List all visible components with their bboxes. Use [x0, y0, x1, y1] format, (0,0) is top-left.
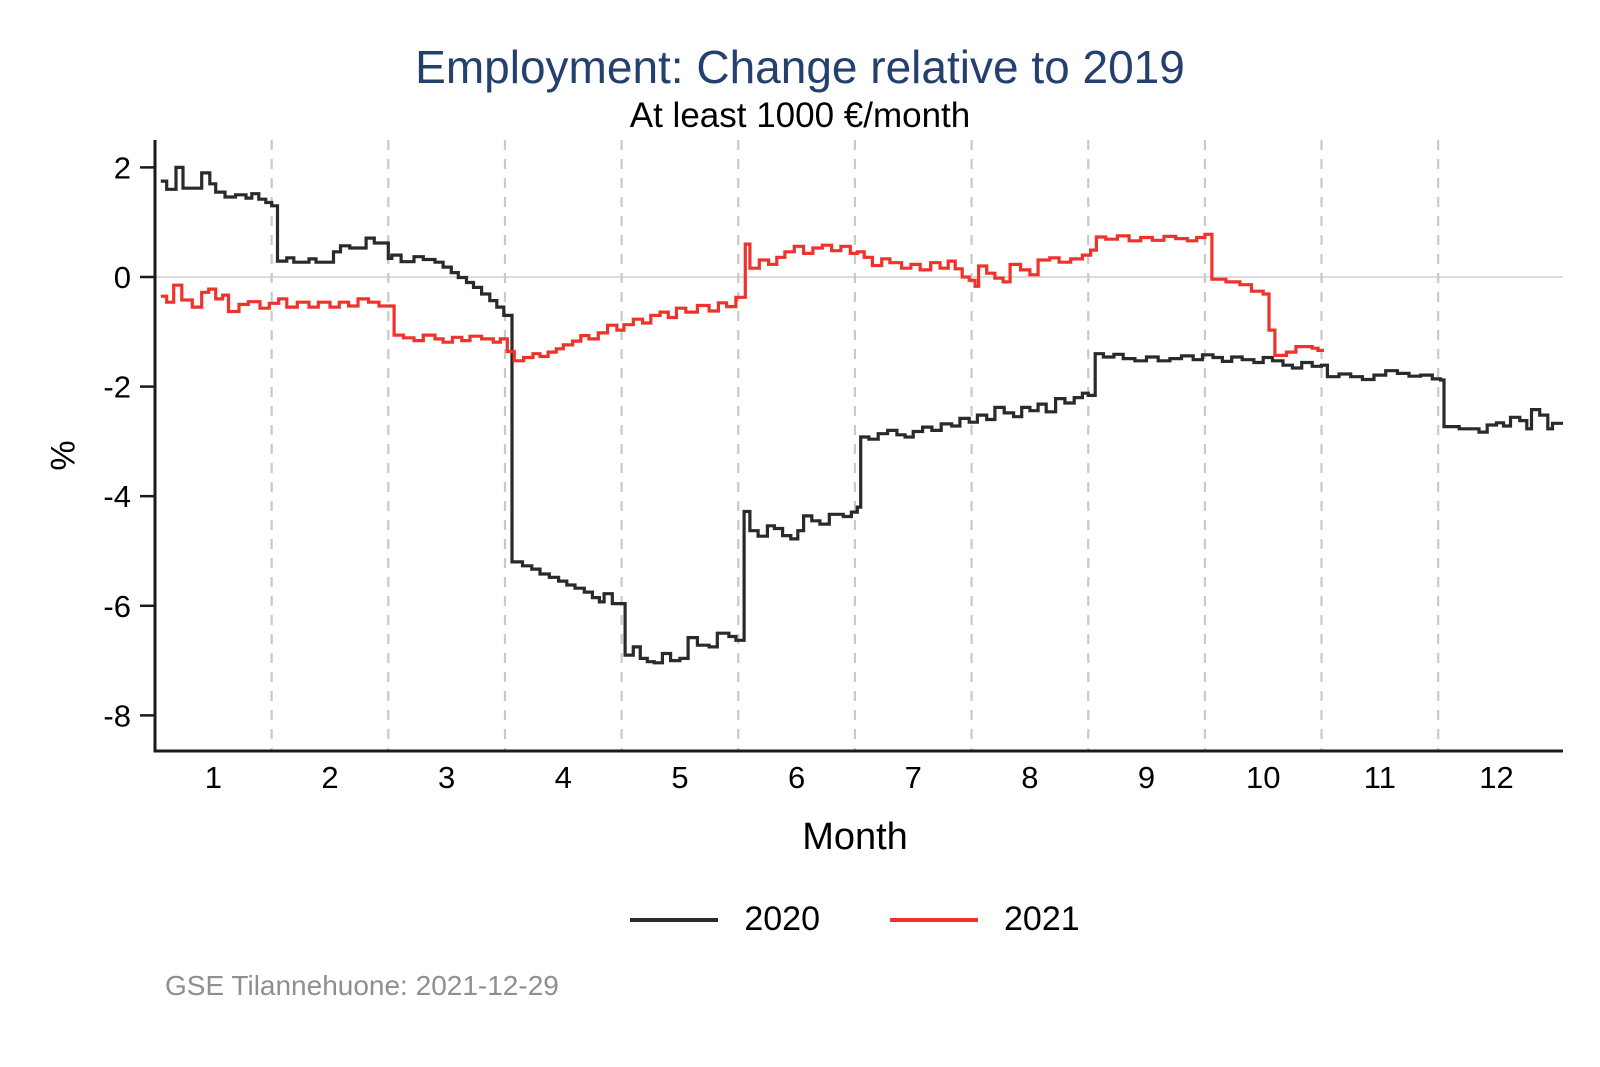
- x-tick-label: 2: [321, 760, 338, 795]
- x-tick-label: 1: [205, 760, 222, 795]
- legend-item-2021: 2021: [890, 900, 1080, 939]
- chart-title: Employment: Change relative to 2019: [415, 41, 1185, 93]
- x-tick-label: 4: [555, 760, 572, 795]
- series-line-2020: [160, 165, 1563, 665]
- x-tick-label: 12: [1479, 760, 1513, 795]
- x-tick-label: 7: [905, 760, 922, 795]
- legend-label-2020: 2020: [744, 900, 820, 938]
- legend: 2020 2021: [0, 900, 1600, 939]
- x-tick-label: 9: [1138, 760, 1155, 795]
- y-tick-label: -2: [103, 370, 131, 405]
- y-tick-label: -4: [103, 479, 131, 514]
- x-tick-label: 5: [671, 760, 688, 795]
- series-line-2021: [160, 232, 1324, 363]
- footer-note: GSE Tilannehuone: 2021-12-29: [165, 970, 559, 1001]
- chart-subtitle: At least 1000 €/month: [629, 96, 971, 135]
- x-tick-label: 3: [438, 760, 455, 795]
- legend-item-2020: 2020: [630, 900, 820, 939]
- y-axis-title: %: [44, 440, 83, 471]
- x-tick-label: 10: [1246, 760, 1280, 795]
- x-axis-title: Month: [802, 816, 908, 858]
- y-tick-label: 2: [114, 150, 131, 185]
- x-tick-label: 11: [1364, 760, 1396, 795]
- y-tick-label: -8: [103, 698, 131, 733]
- legend-line-2020-icon: [630, 917, 719, 922]
- y-tick-label: 0: [114, 260, 131, 295]
- y-tick-label: -6: [103, 589, 131, 624]
- x-tick-label: 6: [788, 760, 805, 795]
- x-tick-label: 8: [1021, 760, 1038, 795]
- legend-label-2021: 2021: [1004, 900, 1080, 938]
- legend-line-2021-icon: [890, 917, 978, 922]
